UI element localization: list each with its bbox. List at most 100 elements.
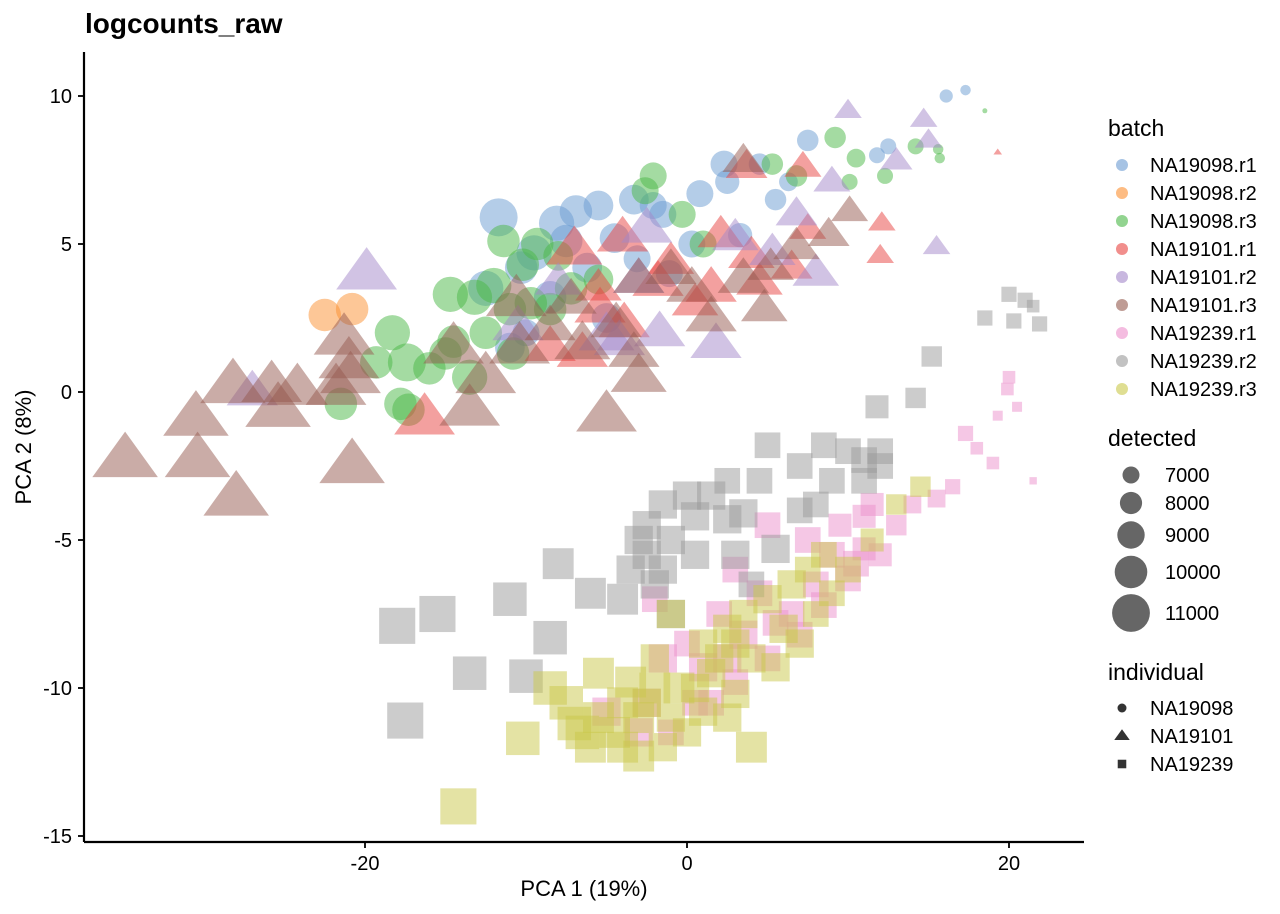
legend-batch-key <box>1116 383 1128 395</box>
data-point-NA19098.r1 <box>880 138 897 155</box>
data-point-NA19239.r2 <box>1031 316 1048 332</box>
data-point-NA19101.r3 <box>524 304 576 341</box>
axes: -20 0 20 10 5 0 -5 -10 -15 <box>43 52 1084 875</box>
x-tick-label: -20 <box>351 853 380 875</box>
legend-detected-label: 10000 <box>1165 562 1221 584</box>
data-point-NA19239.r3 <box>648 733 677 762</box>
data-point-NA19239.r2 <box>819 467 845 494</box>
data-point-NA19239.r3 <box>886 494 907 515</box>
data-point-NA19239.r2 <box>387 702 424 739</box>
legend-batch-label: NA19101.r2 <box>1150 267 1257 289</box>
data-point-NA19239.r2 <box>1006 313 1022 329</box>
data-point-NA19098.r3 <box>469 316 502 350</box>
data-point-NA19239.r3 <box>860 528 884 552</box>
legend-batch-key <box>1116 215 1128 227</box>
data-point-NA19239.r2 <box>419 595 456 633</box>
data-point-NA19239.r1 <box>986 456 1000 470</box>
y-tick-label: 5 <box>61 234 72 256</box>
legend-batch-label: NA19098.r1 <box>1150 155 1257 177</box>
data-point-NA19101.r3 <box>545 277 597 314</box>
data-point-NA19098.r3 <box>506 248 540 281</box>
legend-batch-label: NA19098.r2 <box>1150 183 1257 205</box>
data-point-NA19239.r3 <box>607 731 639 763</box>
data-point-NA19098.r3 <box>982 108 988 114</box>
legend-batch-title: batch <box>1108 115 1164 141</box>
data-point-NA19239.r2 <box>379 607 416 644</box>
y-tick-label: -5 <box>54 530 72 552</box>
data-point-NA19101.r1 <box>993 148 1003 155</box>
data-point-NA19239.r2 <box>574 577 606 609</box>
data-point-NA19239.r3 <box>640 644 669 673</box>
data-point-NA19101.r3 <box>489 321 550 364</box>
data-point-NA19239.r3 <box>753 585 782 614</box>
data-point-NA19239.r1 <box>852 504 876 528</box>
data-point-NA19239.r2 <box>865 395 889 419</box>
legend-batch-key <box>1116 355 1128 367</box>
y-tick-label: -10 <box>43 678 72 700</box>
legend-individual-key <box>1117 759 1127 769</box>
data-point-NA19101.r2 <box>775 196 818 226</box>
data-point-NA19101.r2 <box>712 217 759 251</box>
data-point-NA19239.r2 <box>721 540 750 569</box>
legend-detected-key <box>1117 521 1145 549</box>
data-point-NA19239.r2 <box>607 583 639 615</box>
data-point-NA19101.r1 <box>575 268 622 301</box>
data-point-NA19098.r3 <box>934 152 946 164</box>
x-axis-title: PCA 1 (19%) <box>520 876 647 901</box>
x-tick-label: 0 <box>681 853 692 875</box>
legend-detected-key <box>1114 555 1148 589</box>
legend-detected-label: 11000 <box>1165 603 1219 625</box>
data-point-NA19101.r1 <box>546 225 603 265</box>
data-point-NA19239.r2 <box>977 310 993 326</box>
data-point-NA19101.r3 <box>313 312 375 355</box>
legend-batch-key <box>1116 159 1128 171</box>
legend-batch-label: NA19101.r3 <box>1150 295 1257 317</box>
data-point-NA19101.r3 <box>439 383 501 426</box>
data-point-NA19239.r2 <box>680 540 710 569</box>
data-point-NA19239.r1 <box>1029 477 1037 485</box>
data-point-NA19239.r2 <box>921 346 942 367</box>
legend-batch: NA19098.r1 NA19098.r2 NA19098.r3 NA19101.r1… <box>1116 155 1257 401</box>
legend-individual: NA19098 NA19101 NA19239 <box>1114 698 1233 776</box>
data-point-NA19098.r3 <box>668 200 696 228</box>
data-point-NA19239.r2 <box>754 432 781 459</box>
data-point-NA19101.r3 <box>319 437 385 484</box>
legend-detected-label: 9000 <box>1165 525 1210 547</box>
legend-individual-key <box>1114 729 1130 741</box>
data-point-NA19239.r3 <box>440 788 477 825</box>
data-point-NA19101.r1 <box>784 150 822 177</box>
legend-individual-key <box>1117 703 1127 713</box>
data-point-NA19101.r2 <box>922 234 951 255</box>
legend-detected-key <box>1112 594 1150 632</box>
data-point-NA19239.r2 <box>729 499 758 528</box>
data-point-NA19101.r3 <box>266 362 328 405</box>
legend-batch-label: NA19239.r2 <box>1150 351 1257 373</box>
data-point-NA19101.r3 <box>164 431 231 478</box>
data-point-NA19239.r2 <box>542 548 574 580</box>
data-point-NA19239.r3 <box>713 703 742 732</box>
y-axis-title: PCA 2 (8%) <box>11 390 36 505</box>
data-point-NA19239.r2 <box>851 467 877 494</box>
data-point-NA19098.r1 <box>583 190 614 221</box>
legend-batch-key <box>1116 243 1128 255</box>
data-point-NA19101.r2 <box>633 310 686 347</box>
data-point-NA19101.r3 <box>423 321 484 364</box>
data-point-NA19239.r3 <box>680 673 710 703</box>
data-point-NA19239.r2 <box>1026 299 1040 313</box>
data-point-NA19098.r1 <box>868 147 885 164</box>
data-point-NA19101.r2 <box>909 107 938 127</box>
data-point-NA19239.r2 <box>905 387 926 409</box>
data-point-NA19098.r1 <box>960 84 971 96</box>
data-point-NA19239.r1 <box>927 489 946 508</box>
data-point-NA19101.r2 <box>690 322 742 359</box>
data-point-NA19239.r1 <box>945 479 961 495</box>
points-layer <box>92 84 1048 825</box>
data-point-NA19101.r2 <box>880 147 913 170</box>
data-point-NA19239.r2 <box>493 582 527 616</box>
data-point-NA19101.r3 <box>485 273 547 317</box>
data-point-NA19239.r3 <box>506 721 540 756</box>
data-point-NA19101.r3 <box>163 390 229 436</box>
chart-title: logcounts_raw <box>85 8 283 39</box>
data-point-NA19101.r2 <box>914 128 943 148</box>
data-point-NA19098.r3 <box>631 177 659 205</box>
